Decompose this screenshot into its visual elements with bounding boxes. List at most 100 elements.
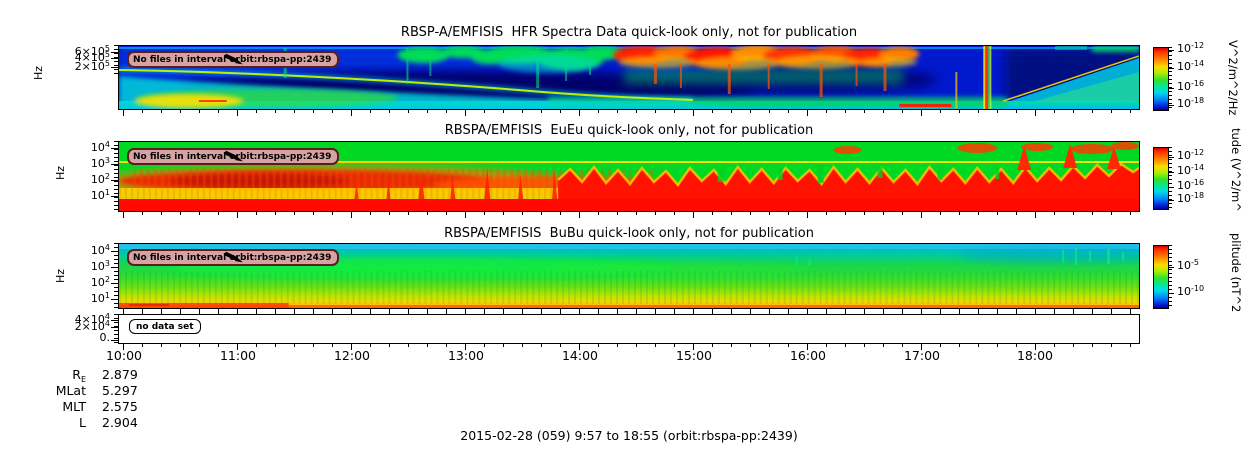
colorbar-tick — [1169, 88, 1174, 89]
colorbar-tick — [1169, 293, 1174, 294]
colorbar-tick-label: 10-5 — [1177, 258, 1199, 272]
y-tick-label: 103 — [90, 259, 110, 273]
x-axis-ticks-panel4-bottom — [118, 344, 1140, 350]
y-tick-label: 4×104 — [74, 312, 110, 326]
y-minor-ticks-4 — [114, 314, 118, 344]
colorbar-tick-label: 10-16 — [1177, 178, 1205, 192]
colorbar-tick — [1169, 68, 1174, 69]
y-tick-1 — [111, 58, 118, 59]
ephemeris-row-mlat: MLat 5.297 — [0, 383, 170, 398]
no-data-set-text: no data set — [136, 321, 194, 332]
panel3-title: RBSPA/EMFISIS BuBu quick-look only, not … — [444, 226, 814, 241]
colorbar-2-minor-ticks — [1169, 147, 1172, 208]
spectrogram-panel-eueu: No files in interval orbit:rbspa-pp:2439 — [118, 141, 1140, 212]
y-tick-4 — [111, 320, 118, 321]
time-tick-label: 11:00 — [219, 348, 257, 363]
y-minor-ticks-3 — [114, 243, 118, 309]
colorbar-tick-label: 10-18 — [1177, 96, 1205, 110]
time-tick-label: 13:00 — [447, 348, 485, 363]
no-files-badge-2: No files in interval orbit:rbspa-pp:2439 — [127, 148, 340, 165]
time-tick-label: 17:00 — [903, 348, 941, 363]
y-tick-4 — [111, 327, 118, 328]
colorbar-tick-label: 10-16 — [1177, 79, 1205, 93]
ephemeris-value: 2.879 — [102, 367, 138, 382]
time-tick-label: 14:00 — [561, 348, 599, 363]
colorbar-2 — [1153, 147, 1169, 210]
pencil-icon — [224, 251, 243, 263]
y-tick-2 — [111, 196, 118, 197]
pencil-icon — [224, 150, 243, 162]
no-data-set-badge: no data set — [129, 319, 201, 334]
y-tick-label: 103 — [90, 156, 110, 170]
ephemeris-value: 5.297 — [102, 383, 138, 398]
y-tick-1 — [111, 52, 118, 53]
colorbar-tick — [1169, 157, 1174, 158]
colorbar-3 — [1153, 245, 1169, 309]
y-tick-label: 104 — [90, 140, 110, 154]
colorbar-tick — [1169, 187, 1174, 188]
colorbar-tick-label: 10-14 — [1177, 163, 1205, 177]
ephemeris-value: 2.904 — [102, 415, 138, 430]
y-tick-label: 101 — [90, 291, 110, 305]
y-tick-label: 102 — [90, 275, 110, 289]
ephemeris-row-mlt: MLT 2.575 — [0, 399, 170, 414]
y-minor-ticks-2 — [114, 141, 118, 212]
spectrogram-panel-bubu: No files in interval orbit:rbspa-pp:2439 — [118, 243, 1140, 309]
no-files-badge-1: No files in interval orbit:rbspa-pp:2439 — [127, 51, 340, 68]
y-tick-3 — [111, 251, 118, 252]
ephemeris-label: MLat — [55, 383, 86, 398]
y-tick-4 — [111, 340, 118, 341]
ephemeris-label: RE — [72, 367, 86, 384]
colorbar-tick-label: 10-12 — [1177, 148, 1205, 162]
y-tick-label: 102 — [90, 172, 110, 186]
ephemeris-label: MLT — [62, 399, 86, 414]
x-axis-ticks-panel2 — [118, 212, 1140, 218]
time-tick-label: 12:00 — [333, 348, 371, 363]
colorbar-tick — [1169, 200, 1174, 201]
y-tick-label: 6×105 — [74, 44, 110, 58]
colorbar-3-minor-ticks — [1169, 245, 1172, 307]
time-tick-label: 18:00 — [1016, 348, 1054, 363]
no-files-badge-3: No files in interval orbit:rbspa-pp:2439 — [127, 249, 340, 266]
y-tick-label: 2×105 — [74, 59, 110, 73]
x-axis-ticks-panel1 — [118, 110, 1140, 116]
colorbar-1-title: V^2/m^2/Hz — [1226, 40, 1240, 116]
colorbar-tick-label: 10-12 — [1177, 41, 1205, 55]
y-tick-2 — [111, 148, 118, 149]
y-tick-3 — [111, 267, 118, 268]
y-tick-label: 4×105 — [74, 50, 110, 64]
colorbar-1-minor-ticks — [1169, 47, 1172, 109]
y-minor-ticks-1 — [114, 45, 118, 75]
y-tick-2 — [111, 180, 118, 181]
colorbar-1 — [1153, 47, 1169, 111]
y-tick-label: 0. — [99, 331, 111, 344]
colorbar-tick — [1169, 105, 1174, 106]
empty-data-panel: no data set — [118, 314, 1140, 344]
colorbar-2-title: tude (V^2/m^ — [1229, 128, 1243, 212]
y-tick-label: 2×104 — [74, 319, 110, 333]
pencil-icon — [224, 53, 243, 65]
colorbar-tick — [1169, 267, 1174, 268]
colorbar-tick — [1169, 50, 1174, 51]
time-tick-label: 15:00 — [675, 348, 713, 363]
colorbar-tick-label: 10-14 — [1177, 59, 1205, 73]
colorbar-tick — [1169, 172, 1174, 173]
y-tick-label: 101 — [90, 188, 110, 202]
y-tick-1 — [111, 67, 118, 68]
ephemeris-label: L — [79, 415, 86, 430]
x-axis-ticks-panel4-top — [118, 308, 1140, 314]
time-tick-label: 10:00 — [105, 348, 143, 363]
colorbar-tick-label: 10-18 — [1177, 191, 1205, 205]
ephemeris-row-l: L 2.904 — [0, 415, 170, 430]
colorbar-tick-label: 10-10 — [1177, 284, 1205, 298]
y-tick-2 — [111, 164, 118, 165]
figure-caption: 2015-02-28 (059) 9:57 to 18:55 (orbit:rb… — [460, 428, 798, 443]
ephemeris-value: 2.575 — [102, 399, 138, 414]
hfr-heatmap-canvas — [119, 46, 1139, 109]
colorbar-3-title: plitude (nT^2 — [1229, 233, 1243, 313]
y-tick-3 — [111, 283, 118, 284]
ephemeris-row-re: RE 2.879 — [0, 367, 170, 384]
y-tick-3 — [111, 299, 118, 300]
y-tick-label: 104 — [90, 243, 110, 257]
